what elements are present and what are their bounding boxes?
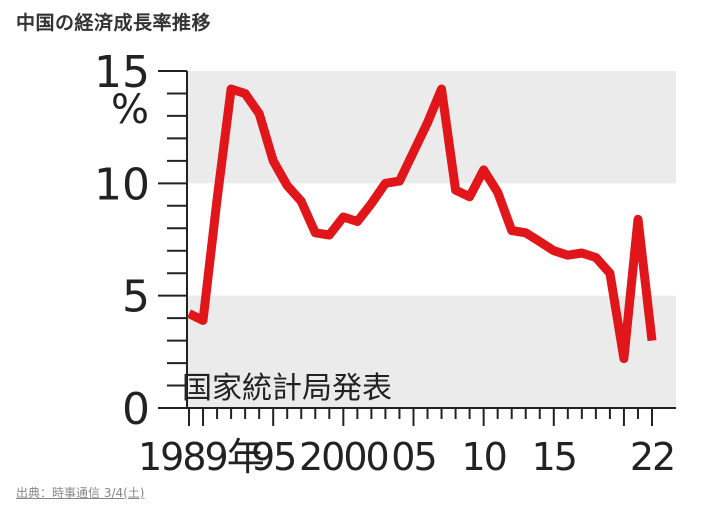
y-ticks: 0 5 10 15 [94,47,187,435]
x-tick-label: 95 [251,435,295,479]
y-tick-label: 0 [122,384,150,435]
x-tick-label: 2000 [299,435,388,479]
series-layer [187,84,657,364]
background-bands [187,71,676,408]
x-tick-label: 1989年 [138,435,264,479]
grid-band-0 [187,295,676,408]
unit-label: % [111,87,149,133]
axes [186,71,676,409]
x-tick-label: 05 [391,435,435,479]
source-note: 国家統計局発表 [182,371,392,406]
y-tick-label: 10 [94,159,150,210]
page-title: 中国の経済成長率推移 [16,12,212,34]
x-tick-label: 15 [532,435,576,479]
credit-link[interactable]: 出典：時事通信 3/4(土) [16,486,145,500]
y-tick-label: 5 [122,272,150,323]
y-tick-label: 15 [94,47,150,98]
grid-band-1 [187,71,676,184]
growth-rate-line [187,84,657,364]
x-tick-label: 22 [630,435,674,479]
x-tick-label: 10 [461,435,505,479]
